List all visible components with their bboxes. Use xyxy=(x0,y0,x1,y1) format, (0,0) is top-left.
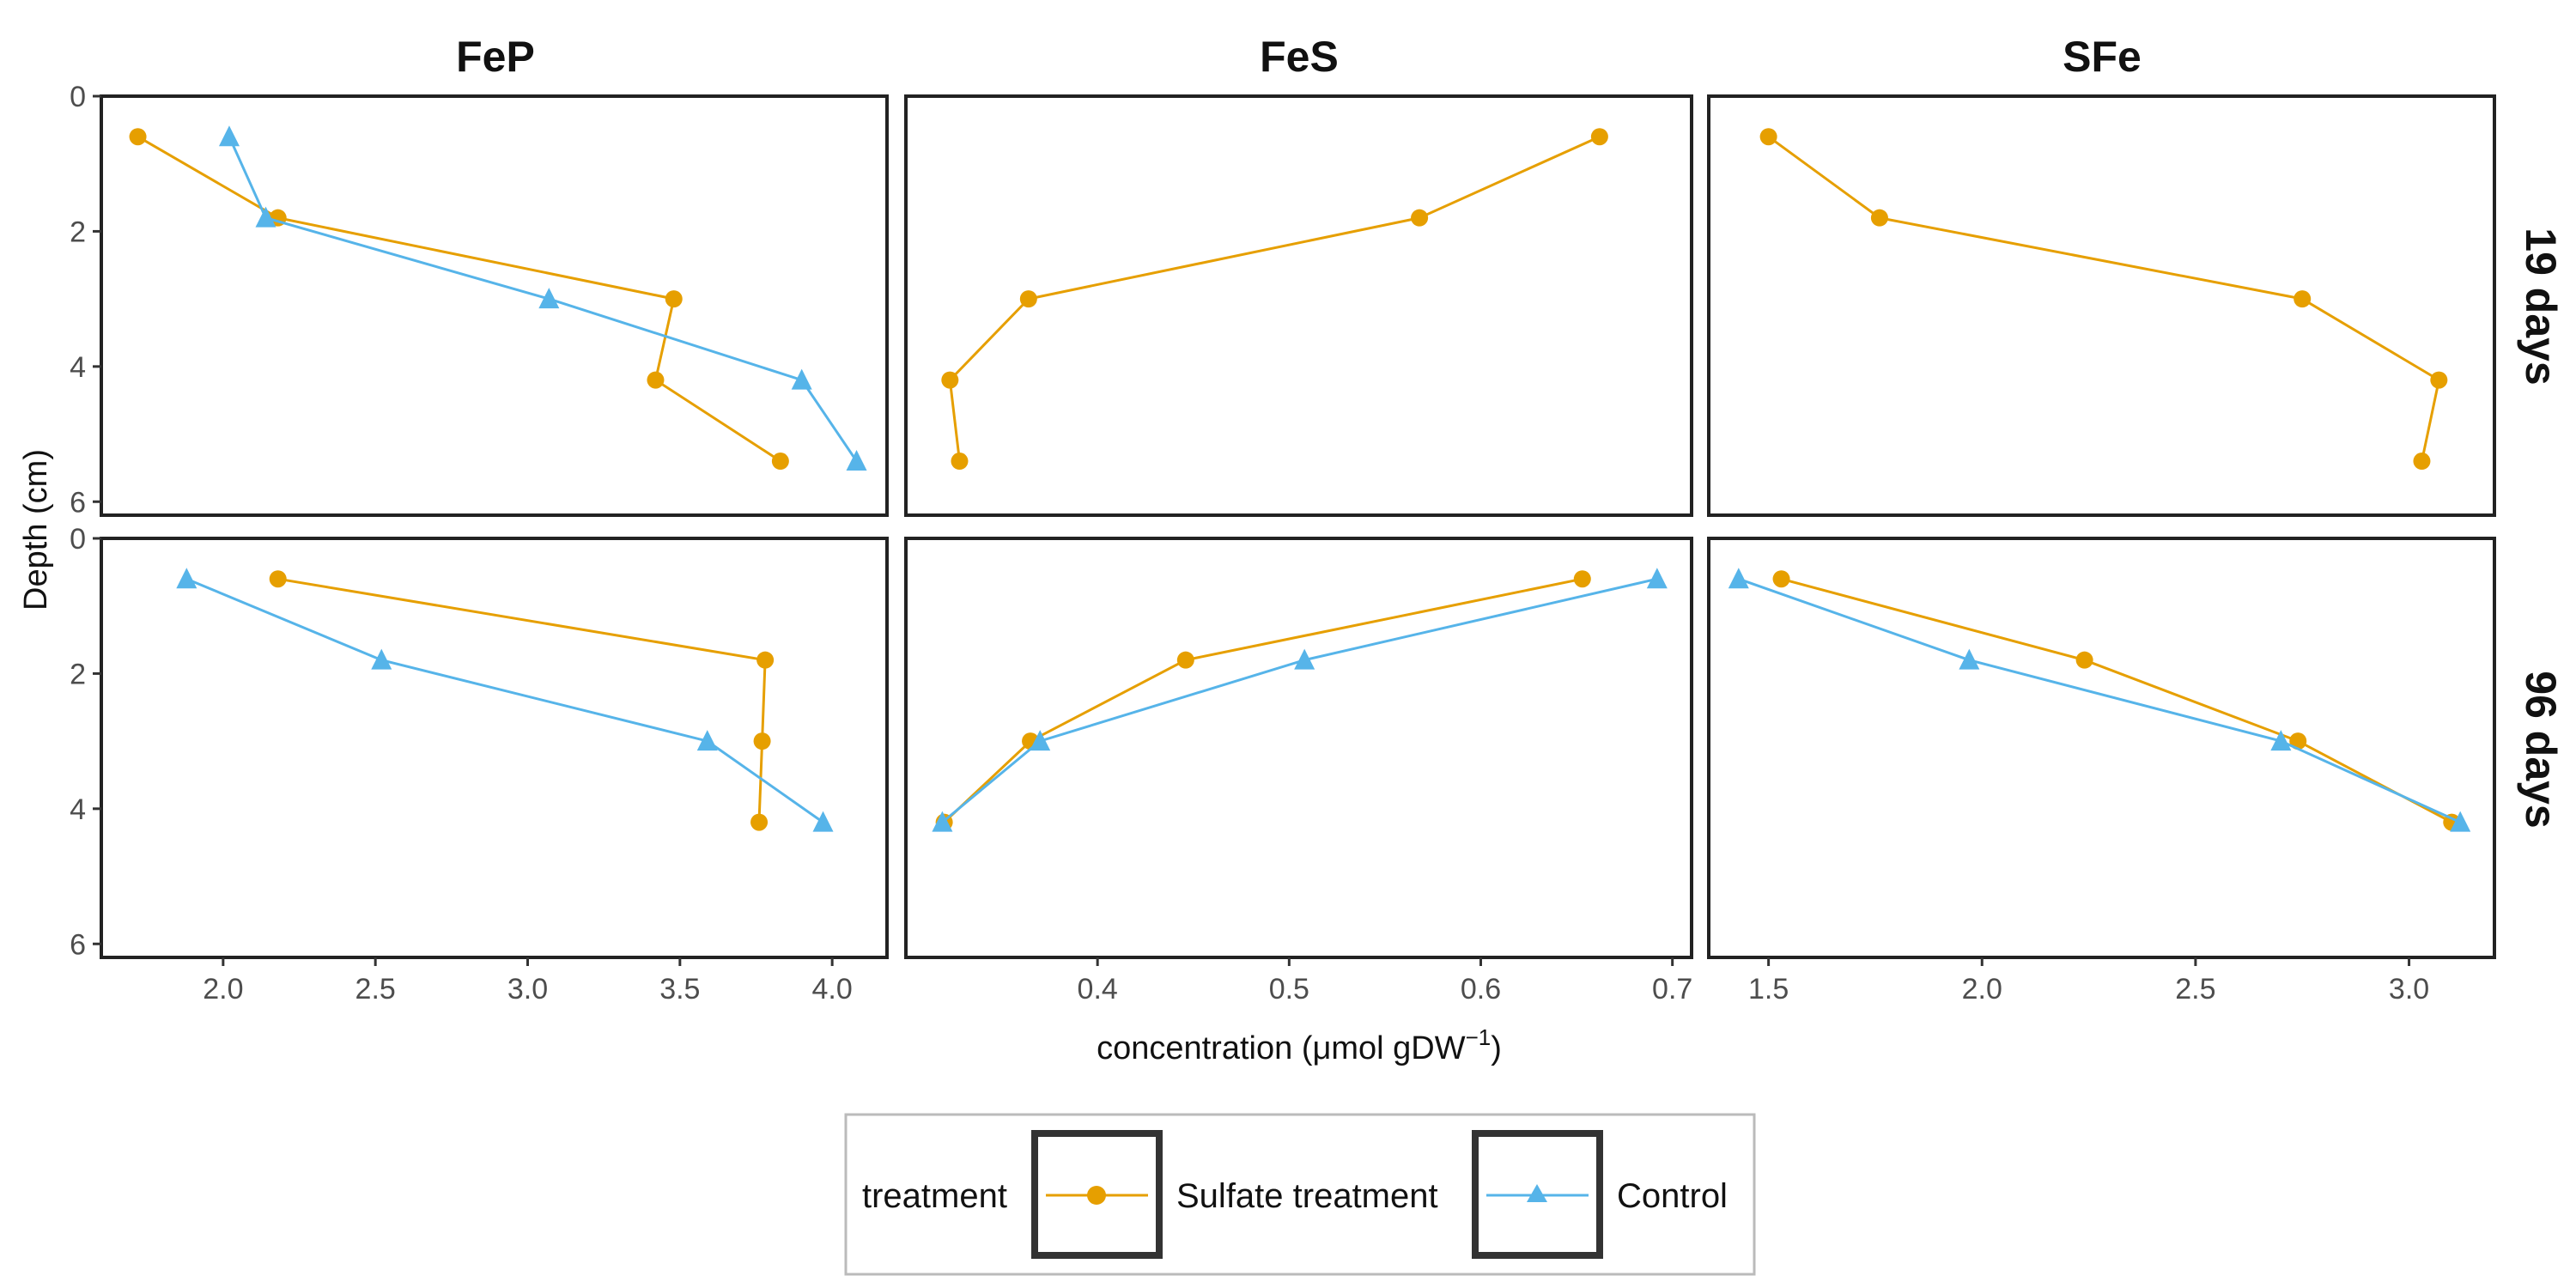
data-point-sulfate-treatment-fep-96-days-0 xyxy=(269,570,287,588)
x-tick-label-sfe-2: 2.0 xyxy=(1962,973,2002,1005)
data-point-sulfate-treatment-fep-19-days-2 xyxy=(665,290,683,308)
data-point-sulfate-treatment-fep-19-days-3 xyxy=(647,371,665,389)
series-line-sulfate-treatment-fep-96-days xyxy=(277,577,767,823)
x-tick-label-fes-0-5: 0.5 xyxy=(1269,973,1309,1005)
legend-title: treatment xyxy=(862,1177,1007,1215)
data-point-sulfate-treatment-sfe-19-days-4 xyxy=(2413,453,2431,471)
data-point-control-fep-19-days-0 xyxy=(218,125,240,147)
data-point-sulfate-treatment-fes-19-days-4 xyxy=(951,453,969,471)
legend-item-control: Control xyxy=(1617,1177,1728,1215)
data-point-sulfate-treatment-sfe-96-days-0 xyxy=(1772,570,1790,588)
data-point-control-fep-96-days-2 xyxy=(696,730,718,751)
series-line-control-sfe-96-days xyxy=(1738,577,2461,823)
data-point-control-fes-96-days-3 xyxy=(932,811,953,832)
data-point-sulfate-treatment-fes-19-days-2 xyxy=(1019,290,1037,308)
data-point-sulfate-treatment-sfe-19-days-1 xyxy=(1870,209,1888,227)
data-point-sulfate-treatment-fep-96-days-2 xyxy=(753,732,771,750)
data-point-sulfate-treatment-fes-96-days-1 xyxy=(1176,651,1194,669)
x-tick-label-sfe-2-5: 2.5 xyxy=(2175,973,2215,1005)
data-point-sulfate-treatment-fep-19-days-0 xyxy=(129,128,147,146)
data-point-control-fep-19-days-4 xyxy=(846,450,867,471)
data-point-sulfate-treatment-fep-19-days-4 xyxy=(771,453,789,471)
x-axis-title-text: concentration xyxy=(1097,1030,1292,1066)
panel-frame-sfe-19-days xyxy=(1707,94,2496,517)
series-line-sulfate-treatment-fes-96-days xyxy=(943,577,1583,823)
column-strip-label-fep: FeP xyxy=(456,33,535,81)
series-line-sulfate-treatment-sfe-96-days xyxy=(1781,577,2453,823)
panel-frame-sfe-96-days xyxy=(1707,537,2496,959)
row-strip-label-19-days: 19 days xyxy=(2517,228,2565,385)
legend: treatment Sulfate treatment Control xyxy=(844,1113,1756,1276)
data-point-sulfate-treatment-fep-96-days-1 xyxy=(756,651,775,669)
x-tick-label-fep-4: 4.0 xyxy=(812,973,853,1005)
data-point-sulfate-treatment-fes-19-days-3 xyxy=(941,371,959,389)
data-point-control-fes-96-days-2 xyxy=(1030,730,1051,751)
column-strip-label-fes: FeS xyxy=(1260,33,1339,81)
column-strip-label-sfe: SFe xyxy=(2063,33,2142,81)
data-point-sulfate-treatment-sfe-19-days-3 xyxy=(2430,371,2448,389)
data-point-control-sfe-96-days-1 xyxy=(1959,648,1980,670)
panel-frame-fep-96-days xyxy=(100,537,889,959)
legend-item-sulfate-treatment: Sulfate treatment xyxy=(1176,1177,1438,1215)
y-tick-label-96-days-2: 2 xyxy=(70,658,86,690)
data-point-sulfate-treatment-sfe-19-days-2 xyxy=(2293,290,2312,308)
panel-frame-fes-19-days xyxy=(904,94,1693,517)
series-line-control-fep-96-days xyxy=(185,577,824,823)
x-tick-label-fep-3-5: 3.5 xyxy=(659,973,700,1005)
data-point-control-sfe-96-days-2 xyxy=(2270,730,2292,751)
y-tick-label-96-days-0: 0 xyxy=(70,523,86,556)
data-point-sulfate-treatment-fes-19-days-1 xyxy=(1411,209,1429,227)
x-tick-label-fes-0-7: 0.7 xyxy=(1652,973,1692,1005)
x-tick-label-fep-2: 2.0 xyxy=(203,973,243,1005)
data-point-control-sfe-96-days-3 xyxy=(2450,811,2471,832)
data-point-sulfate-treatment-fep-96-days-3 xyxy=(750,813,769,831)
x-tick-label-sfe-3: 3.0 xyxy=(2389,973,2429,1005)
x-tick-label-fep-3: 3.0 xyxy=(507,973,548,1005)
series-line-control-fes-96-days xyxy=(941,577,1658,823)
data-point-sulfate-treatment-fes-96-days-0 xyxy=(1573,570,1591,588)
data-point-control-sfe-96-days-0 xyxy=(1728,568,1749,589)
x-axis-title-superscript: −1 xyxy=(1466,1024,1492,1050)
data-point-sulfate-treatment-fes-19-days-0 xyxy=(1590,128,1608,146)
x-tick-label-fes-0-6: 0.6 xyxy=(1461,973,1501,1005)
y-tick-label-19-days-2: 2 xyxy=(70,216,86,248)
data-point-control-fep-19-days-3 xyxy=(791,368,812,390)
x-axis-title-unit: (μmol gDW xyxy=(1302,1030,1466,1066)
y-axis-title: Depth (cm) xyxy=(18,449,54,611)
y-tick-label-96-days-4: 4 xyxy=(70,793,86,826)
x-tick-label-sfe-1-5: 1.5 xyxy=(1748,973,1789,1005)
row-strip-label-96-days: 96 days xyxy=(2517,671,2565,828)
data-point-sulfate-treatment-sfe-96-days-1 xyxy=(2075,651,2093,669)
y-tick-label-96-days-6: 6 xyxy=(70,928,86,961)
x-axis-title-close: ) xyxy=(1491,1030,1502,1066)
panels-layer: 0 2 4 6 0 2 4 6 2.0 2.5 3.0 3.5 4.0 0.4 0.5 0.6 0.7 1.5 2.… xyxy=(70,81,2496,1005)
data-point-control-fep-96-days-0 xyxy=(176,568,197,589)
y-tick-label-19-days-6: 6 xyxy=(70,486,86,519)
y-tick-label-19-days-0: 0 xyxy=(70,81,86,113)
data-point-control-fes-96-days-1 xyxy=(1294,648,1315,670)
data-point-control-fes-96-days-0 xyxy=(1646,568,1668,589)
data-point-sulfate-treatment-sfe-19-days-0 xyxy=(1759,128,1777,146)
data-point-control-fep-19-days-2 xyxy=(538,288,560,309)
data-point-control-fep-96-days-1 xyxy=(371,648,392,670)
x-axis-title: concentration (μmol gDW−1) xyxy=(1097,1024,1502,1066)
legend-key-control-marker xyxy=(1527,1184,1547,1202)
data-point-control-fep-19-days-1 xyxy=(255,206,276,228)
y-tick-label-19-days-4: 4 xyxy=(70,351,86,384)
x-tick-label-fep-2-5: 2.5 xyxy=(355,973,396,1005)
data-point-control-fep-96-days-3 xyxy=(812,811,834,832)
x-tick-label-fes-0-4: 0.4 xyxy=(1078,973,1118,1005)
legend-key-sulfate-marker xyxy=(1087,1186,1106,1205)
data-point-sulfate-treatment-sfe-96-days-2 xyxy=(2289,732,2307,750)
